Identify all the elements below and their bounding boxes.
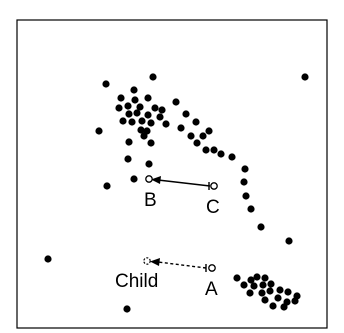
- data-point: [147, 119, 155, 127]
- data-point: [125, 138, 133, 146]
- data-point: [140, 132, 148, 140]
- data-point: [131, 96, 139, 104]
- point-b-marker: [145, 175, 153, 183]
- data-point: [144, 94, 152, 102]
- data-point: [246, 289, 254, 297]
- data-point: [124, 102, 132, 110]
- data-point: [228, 153, 236, 161]
- data-point: [158, 106, 166, 114]
- arrow-c-to-b-head: [151, 176, 161, 184]
- data-point: [205, 127, 213, 135]
- cluster-points: [44, 73, 309, 313]
- data-point: [172, 98, 180, 106]
- data-point: [138, 117, 146, 125]
- data-point: [202, 146, 210, 154]
- data-point: [145, 160, 153, 168]
- data-point: [133, 109, 141, 117]
- data-point: [291, 297, 299, 305]
- point-c-marker: [210, 182, 218, 190]
- point-child-marker: [143, 257, 151, 265]
- data-point: [103, 182, 111, 190]
- data-point: [115, 104, 123, 112]
- arrow-c-to-b: [157, 179, 211, 187]
- data-point: [247, 205, 255, 213]
- data-point: [95, 127, 103, 135]
- data-point: [136, 103, 144, 111]
- data-point: [280, 303, 288, 311]
- point-a-marker: [208, 264, 216, 272]
- data-point: [125, 110, 133, 118]
- plot-frame: [16, 19, 328, 329]
- data-point: [266, 287, 274, 295]
- data-point: [242, 192, 250, 200]
- data-point: [102, 80, 110, 88]
- data-point: [130, 86, 138, 94]
- data-point: [240, 178, 248, 186]
- data-point: [182, 110, 190, 118]
- data-point: [130, 175, 138, 183]
- data-point: [217, 150, 225, 158]
- data-point: [147, 139, 155, 147]
- data-point: [233, 274, 241, 282]
- data-point: [151, 104, 159, 112]
- data-point: [156, 113, 164, 121]
- data-point: [247, 276, 255, 284]
- data-point: [144, 111, 152, 119]
- data-point: [124, 155, 132, 163]
- data-point: [117, 94, 125, 102]
- data-point: [259, 281, 267, 289]
- data-point: [123, 305, 131, 313]
- data-point: [284, 288, 292, 296]
- label-a: A: [205, 279, 218, 300]
- data-point: [210, 146, 218, 154]
- data-point: [253, 273, 261, 281]
- data-point: [162, 120, 170, 128]
- data-point: [250, 282, 258, 290]
- data-point: [257, 223, 265, 231]
- data-point: [276, 286, 284, 294]
- data-point: [261, 296, 269, 304]
- label-b: B: [144, 190, 157, 211]
- data-point: [119, 117, 127, 125]
- data-point: [274, 294, 282, 302]
- data-point: [192, 118, 200, 126]
- label-child: Child: [115, 271, 158, 292]
- data-point: [285, 237, 293, 245]
- data-point: [240, 281, 248, 289]
- data-point: [241, 165, 249, 173]
- data-point: [261, 274, 269, 282]
- arrow-a-to-child: [157, 261, 207, 269]
- data-point: [177, 124, 185, 132]
- arrow-a-to-child-head: [150, 258, 160, 266]
- data-point: [269, 302, 277, 310]
- data-point: [128, 118, 136, 126]
- data-point: [149, 73, 157, 81]
- data-point: [44, 255, 52, 263]
- data-point: [301, 73, 309, 81]
- label-c: C: [206, 197, 220, 218]
- data-point: [187, 132, 195, 140]
- data-point: [193, 139, 201, 147]
- data-point: [199, 132, 207, 140]
- data-point: [137, 126, 145, 134]
- data-point: [267, 280, 275, 288]
- data-point: [258, 289, 266, 297]
